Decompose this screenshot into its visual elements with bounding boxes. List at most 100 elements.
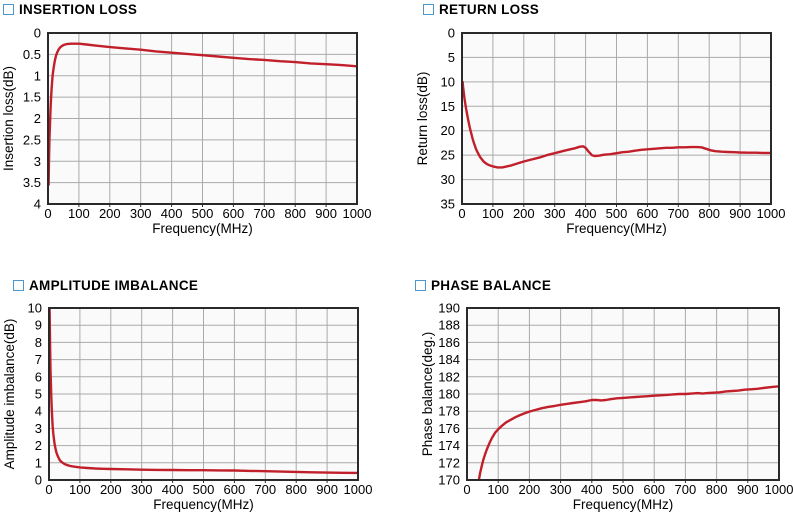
insertion-loss-title: INSERTION LOSS bbox=[3, 2, 137, 17]
phase-balance-title: PHASE BALANCE bbox=[415, 278, 551, 293]
x-axis-title: Frequency(MHz) bbox=[573, 497, 674, 512]
x-axis-title: Frequency(MHz) bbox=[566, 221, 667, 236]
x-tick-label: 700 bbox=[254, 482, 276, 497]
y-tick-label: 180 bbox=[438, 387, 460, 402]
checkbox-icon bbox=[423, 4, 434, 15]
x-tick-label: 800 bbox=[706, 482, 728, 497]
y-tick-label: 0 bbox=[448, 26, 455, 41]
y-tick-label: 20 bbox=[441, 123, 455, 138]
x-axis-title: Frequency(MHz) bbox=[153, 497, 254, 512]
x-tick-label: 600 bbox=[223, 206, 245, 221]
y-tick-label: 182 bbox=[438, 369, 460, 384]
y-tick-label: 7 bbox=[35, 352, 42, 367]
amplitude-imbalance-curve bbox=[48, 307, 359, 475]
y-axis-title: Return loss(dB) bbox=[415, 72, 430, 166]
x-tick-label: 500 bbox=[193, 482, 215, 497]
x-tick-label: 300 bbox=[131, 482, 153, 497]
checkbox-icon bbox=[13, 280, 24, 291]
chart-title-text: AMPLITUDE IMBALANCE bbox=[29, 278, 199, 293]
x-tick-label: 600 bbox=[224, 482, 246, 497]
y-tick-label: 2 bbox=[34, 111, 41, 126]
x-tick-label: 400 bbox=[581, 482, 603, 497]
y-tick-label: 3 bbox=[34, 154, 41, 169]
x-tick-label: 900 bbox=[315, 206, 337, 221]
x-tick-label: 600 bbox=[643, 482, 665, 497]
x-tick-label: 200 bbox=[99, 206, 121, 221]
x-tick-label: 700 bbox=[675, 482, 697, 497]
y-tick-label: 184 bbox=[438, 352, 460, 367]
x-tick-label: 900 bbox=[729, 206, 751, 221]
y-tick-label: 174 bbox=[438, 438, 460, 453]
y-tick-label: 10 bbox=[441, 74, 455, 89]
y-tick-label: 5 bbox=[448, 50, 455, 65]
insertion-loss-curve bbox=[47, 42, 358, 186]
x-tick-label: 1000 bbox=[344, 482, 373, 497]
y-tick-label: 9 bbox=[35, 318, 42, 333]
x-tick-label: 900 bbox=[316, 482, 338, 497]
insertion-loss-panel: 0 100 200 300 400 500 600 700 800 900 1000 0 0.5 1 1.5… bbox=[0, 0, 396, 261]
amplitude-imbalance-panel: 0 100 200 300 400 500 600 700 800 900 1000 0 1 2 3 4 5 6 7… bbox=[0, 261, 396, 522]
amplitude-imbalance-title: AMPLITUDE IMBALANCE bbox=[13, 278, 198, 293]
y-tick-label: 188 bbox=[438, 318, 460, 333]
return-loss-title: RETURN LOSS bbox=[423, 2, 539, 17]
y-tick-label: 178 bbox=[438, 404, 460, 419]
checkbox-icon bbox=[3, 4, 14, 15]
x-tick-label: 300 bbox=[130, 206, 152, 221]
y-tick-label: 1 bbox=[34, 68, 41, 83]
return-loss-chart: 0 100 200 300 400 500 600 700 800 900 1000 0 5 10 15 20… bbox=[415, 26, 786, 237]
chart-title-text: PHASE BALANCE bbox=[431, 278, 552, 293]
x-tick-label: 300 bbox=[550, 482, 572, 497]
amplitude-imbalance-chart: 0 100 200 300 400 500 600 700 800 900 100001234567… bbox=[2, 301, 373, 513]
return-loss-curve bbox=[461, 80, 772, 169]
x-tick-label: 1000 bbox=[757, 206, 786, 221]
x-tick-label: 300 bbox=[544, 206, 566, 221]
y-tick-label: 2.5 bbox=[23, 132, 41, 147]
x-tick-label: 0 bbox=[458, 206, 465, 221]
x-tick-label: 1000 bbox=[343, 206, 372, 221]
x-tick-label: 500 bbox=[606, 206, 628, 221]
x-tick-label: 100 bbox=[482, 206, 504, 221]
y-tick-label: 15 bbox=[441, 99, 455, 114]
x-tick-label: 700 bbox=[253, 206, 275, 221]
y-tick-label: 4 bbox=[34, 197, 41, 212]
y-tick-label: 0.5 bbox=[23, 47, 41, 62]
x-axis-title: Frequency(MHz) bbox=[152, 221, 253, 236]
y-tick-label: 170 bbox=[438, 473, 460, 488]
insertion-loss-chart: 0 100 200 300 400 500 600 700 800 900 1000 0 0.5 1 1.5… bbox=[1, 26, 372, 237]
y-tick-label: 6 bbox=[35, 369, 42, 384]
y-tick-label: 0 bbox=[34, 26, 41, 41]
x-tick-label: 0 bbox=[463, 482, 470, 497]
y-tick-label: 1.5 bbox=[23, 90, 41, 105]
return-loss-panel: 0 100 200 300 400 500 600 700 800 900 1000 0 5 10 15 20… bbox=[396, 0, 793, 261]
x-tick-label: 600 bbox=[637, 206, 659, 221]
y-tick-label: 0 bbox=[35, 473, 42, 488]
y-tick-label: 35 bbox=[441, 197, 455, 212]
y-tick-label: 186 bbox=[438, 335, 460, 350]
y-tick-label: 4 bbox=[35, 404, 42, 419]
y-tick-label: 176 bbox=[438, 421, 460, 436]
x-tick-label: 400 bbox=[161, 206, 183, 221]
y-tick-label: 190 bbox=[438, 301, 460, 316]
y-tick-label: 10 bbox=[28, 301, 42, 316]
x-tick-label: 0 bbox=[45, 482, 52, 497]
x-tick-label: 700 bbox=[667, 206, 689, 221]
x-tick-label: 100 bbox=[69, 482, 91, 497]
x-tick-label: 100 bbox=[487, 482, 509, 497]
x-tick-label: 800 bbox=[285, 482, 307, 497]
plot-frame bbox=[466, 307, 780, 481]
y-tick-label: 3.5 bbox=[23, 175, 41, 190]
y-tick-label: 2 bbox=[35, 438, 42, 453]
x-tick-label: 200 bbox=[519, 482, 541, 497]
phase-balance-panel: 0 100 200 300 400 500 600 700 800 900 1000 170 172 17… bbox=[396, 261, 793, 522]
x-tick-label: 200 bbox=[100, 482, 122, 497]
plot-frame bbox=[47, 32, 358, 205]
y-tick-label: 30 bbox=[441, 172, 455, 187]
x-tick-label: 800 bbox=[698, 206, 720, 221]
y-tick-label: 25 bbox=[441, 148, 455, 163]
phase-balance-chart: 0 100 200 300 400 500 600 700 800 900 1000 170 172 17… bbox=[420, 301, 793, 513]
y-tick-label: 3 bbox=[35, 421, 42, 436]
y-axis-title: Insertion loss(dB) bbox=[1, 66, 16, 171]
x-tick-label: 100 bbox=[68, 206, 90, 221]
x-tick-label: 1000 bbox=[765, 482, 793, 497]
x-tick-label: 400 bbox=[575, 206, 597, 221]
